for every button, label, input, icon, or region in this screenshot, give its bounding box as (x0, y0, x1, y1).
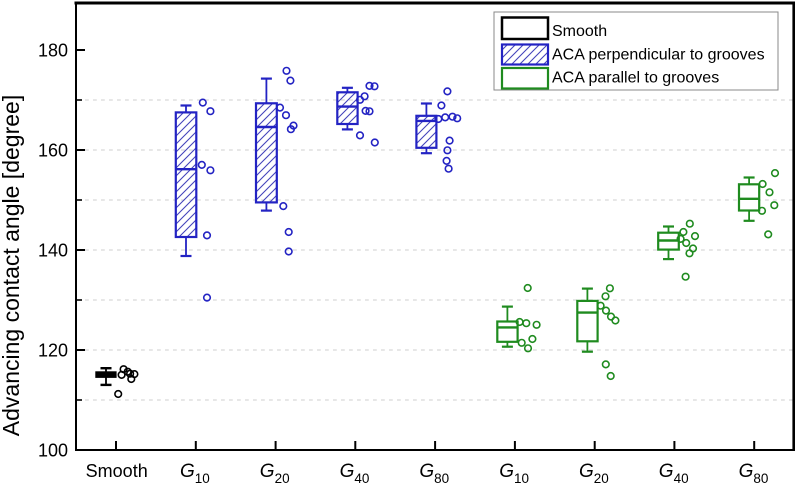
svg-text:180: 180 (38, 41, 68, 61)
svg-text:ACA parallel to grooves: ACA parallel to grooves (552, 70, 719, 87)
svg-text:Smooth: Smooth (86, 461, 148, 481)
svg-text:120: 120 (38, 341, 68, 361)
svg-text:ACA perpendicular to grooves: ACA perpendicular to grooves (552, 47, 765, 64)
svg-text:Advancing contact angle [degre: Advancing contact angle [degree] (0, 95, 24, 436)
svg-text:Smooth: Smooth (552, 23, 607, 40)
svg-text:100: 100 (38, 441, 68, 461)
svg-text:140: 140 (38, 241, 68, 261)
svg-text:160: 160 (38, 141, 68, 161)
